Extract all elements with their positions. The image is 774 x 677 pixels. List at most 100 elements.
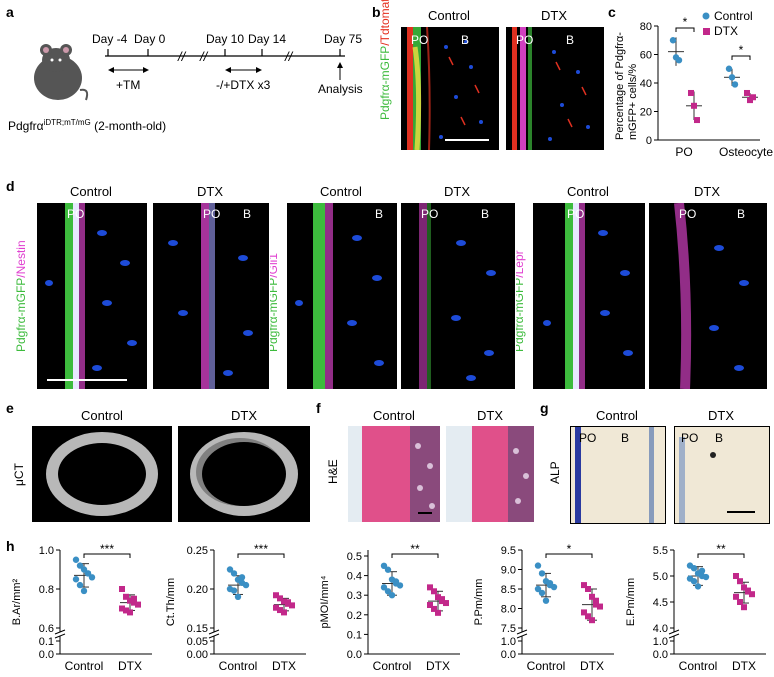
panel-b-control-po: PO — [411, 33, 429, 47]
data-point — [392, 578, 400, 585]
data-point — [427, 584, 433, 591]
data-point — [84, 570, 92, 577]
data-point — [281, 609, 287, 616]
significance-bracket — [675, 27, 695, 32]
y-axis-label: B.Ar/mm² — [11, 578, 23, 625]
data-point — [88, 574, 96, 581]
mouse-icon — [34, 44, 89, 101]
data-point — [731, 81, 739, 88]
data-point — [542, 597, 550, 604]
panel-f-dtx-image — [446, 426, 534, 522]
panel-letter-e: e — [6, 400, 14, 416]
panel-h-pmoi-chart: 0.0 0.1 0.2 0.3 0.4 0.5 pMOI/mm⁴ Control DTX ** — [319, 542, 460, 673]
panel-letter-g: g — [540, 400, 549, 416]
y-tick-label: 9.5 — [501, 545, 516, 557]
data-point — [534, 585, 542, 593]
data-point — [234, 593, 242, 600]
data-point — [733, 593, 739, 600]
y-tick-label: 0.0 — [653, 649, 668, 661]
y-tick-label: 8.5 — [501, 584, 516, 596]
panel-b-scale-bar — [445, 139, 489, 141]
y-tick-label: 20 — [640, 107, 652, 119]
svg-text://: // — [284, 49, 294, 64]
data-point — [80, 587, 88, 595]
y-tick-label: 7.5 — [501, 623, 516, 635]
panel-d1-header-control: Control — [70, 184, 112, 199]
data-point — [427, 602, 433, 608]
data-point — [380, 584, 388, 591]
data-point — [277, 595, 283, 602]
y-tick-label: 0.5 — [347, 551, 362, 563]
x-tick-label: Control — [219, 659, 258, 673]
data-point — [702, 573, 710, 581]
panel-g-control-po: PO — [579, 431, 597, 445]
data-point — [675, 57, 683, 64]
mouse-timeline-diagram: // // // — [34, 44, 345, 101]
data-point — [585, 613, 591, 620]
data-point — [131, 599, 137, 606]
y-tick-label: 0.1 — [347, 629, 362, 641]
x-tick-label: Control — [373, 659, 412, 673]
y-tick-label: 0.0 — [39, 649, 54, 661]
panel-d1-header-dtx: DTX — [197, 184, 223, 199]
x-tick-label: Control — [679, 659, 718, 673]
svg-text://: // — [199, 49, 209, 64]
y-tick-label: 0 — [646, 135, 652, 147]
y-tick-label: 0.0 — [347, 649, 362, 661]
timeline-day-minus4: Day -4 — [92, 32, 128, 46]
panel-g-header-control: Control — [596, 408, 638, 423]
y-tick-label: 8.0 — [501, 604, 516, 616]
y-tick-label: 0.15 — [187, 623, 208, 635]
y-axis-label: Ct.Th/mm — [165, 578, 177, 626]
panel-b-dtx-image: PO B — [505, 26, 605, 151]
x-tick-label: DTX — [118, 659, 142, 673]
panel-d2-header-dtx: DTX — [444, 184, 470, 199]
timeline-day-0: Day 0 — [134, 32, 166, 46]
data-point — [581, 609, 587, 616]
panel-b-dtx-b: B — [566, 33, 575, 47]
y-tick-label: 0.8 — [39, 584, 54, 596]
y-axis-label: E.Pm/mm — [625, 578, 637, 626]
significance-bracket — [391, 553, 439, 558]
legend-marker-dtx — [703, 28, 710, 35]
panel-e-ylabel: μCT — [12, 463, 26, 486]
axis-break-mark — [208, 629, 220, 635]
x-tick-label: DTX — [732, 659, 756, 673]
panel-d1-control-po: PO — [67, 207, 85, 221]
data-point — [289, 602, 295, 609]
y-tick-label: 5.5 — [653, 545, 668, 557]
y-tick-label: 0.4 — [347, 571, 362, 583]
data-point — [593, 597, 599, 604]
panel-d3-control-po: PO — [567, 207, 585, 221]
panel-e-dtx-image — [178, 426, 310, 522]
panel-b-control-b: B — [461, 33, 470, 47]
data-point — [443, 600, 449, 607]
panel-b-ylabel: Pdgfrα-mGFP/Tdtomato — [378, 0, 392, 120]
data-point — [396, 582, 404, 589]
y-tick-label: 4.0 — [653, 623, 668, 635]
data-point — [550, 583, 558, 591]
data-point — [80, 566, 88, 573]
y-tick-label: 80 — [640, 21, 652, 33]
timeline-dtx-label: -/+DTX x3 — [216, 78, 271, 92]
y-tick-label: 0.20 — [187, 584, 208, 596]
y-tick-label: 1.0 — [39, 545, 54, 557]
panel-d2-header-control: Control — [320, 184, 362, 199]
panel-g-control-b: B — [621, 431, 630, 445]
data-point — [384, 588, 392, 595]
data-point — [127, 609, 133, 616]
panel-d1-dtx-po: PO — [203, 207, 221, 221]
panel-d: Control DTX Control DTX Control DTX Pdgf… — [0, 182, 774, 392]
significance-bracket — [731, 55, 751, 60]
panel-d2-control-b: B — [375, 207, 384, 221]
data-point — [238, 574, 246, 581]
panel-d1-dtx-b: B — [243, 207, 252, 221]
y-tick-label: 0.2 — [347, 610, 362, 622]
significance-label: *** — [254, 542, 268, 556]
panel-e-control-image — [32, 426, 172, 522]
data-point — [123, 607, 129, 614]
panel-h-ppm-chart: 0.01.07.5 8.0 8.5 9.0 9.5 P.Pm/mm Control DTX * — [473, 542, 614, 673]
timeline-analysis-label: Analysis — [318, 82, 363, 96]
data-point — [688, 89, 694, 96]
axis-break-mark — [516, 629, 528, 635]
